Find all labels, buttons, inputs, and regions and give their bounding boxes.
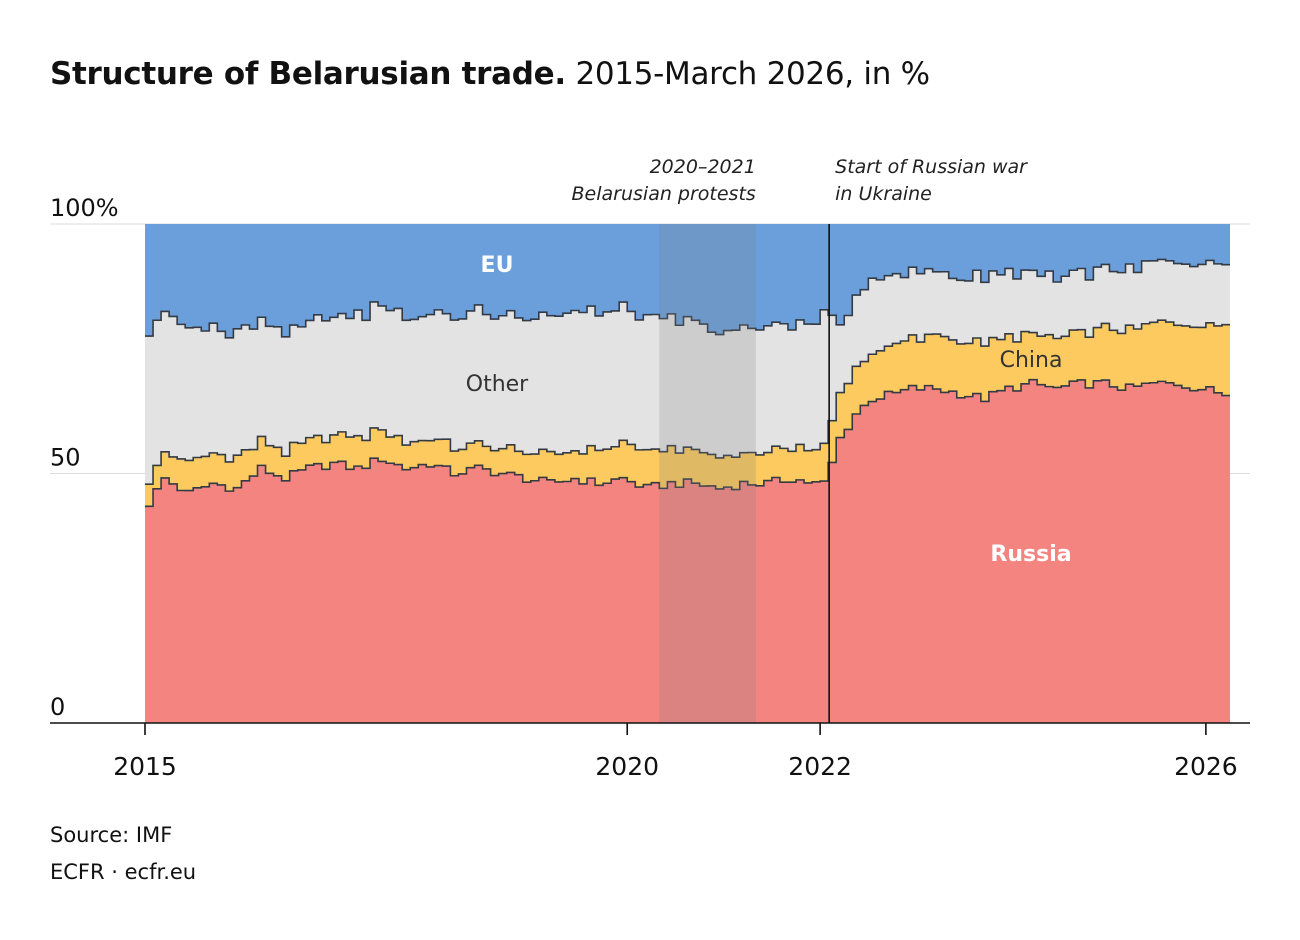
series-label-china: China [1000, 348, 1063, 373]
protest-shade [659, 224, 756, 723]
series-line-other [145, 258, 1230, 339]
x-tick-label-2020: 2020 [595, 752, 659, 781]
x-tick-label-2022: 2022 [788, 752, 852, 781]
y-tick-label-50: 50 [50, 444, 81, 472]
series-labels: EU Other China Russia [466, 253, 1072, 567]
axes [50, 722, 1250, 735]
y-tick-label-100: 100% [50, 194, 119, 222]
title-subtitle: 2015-March 2026, in % [575, 56, 930, 92]
protest-period-shade [659, 224, 756, 723]
annotations: 2020–2021 Belarusian protests Start of Rus… [572, 156, 1028, 723]
series-label-other: Other [466, 372, 529, 397]
annotation-protests-line-2: Belarusian protests [572, 183, 756, 205]
chart-title: Structure of Belarusian trade. 2015-Marc… [50, 56, 930, 92]
series-label-eu: EU [481, 253, 514, 278]
publisher-credit: ECFR · ecfr.eu [50, 860, 197, 884]
annotation-war-line-2: in Ukraine [835, 183, 932, 205]
boundary-lines [145, 258, 1230, 508]
area-other [145, 259, 1230, 485]
area-eu [145, 224, 1230, 338]
area-china [145, 320, 1230, 507]
title-main: Structure of Belarusian trade. [50, 56, 566, 92]
source-note: Source: IMF [50, 823, 173, 847]
series-line-russia [145, 378, 1230, 508]
tick-labels: 2015 2020 2022 2026 0 50 100% [50, 194, 1238, 781]
x-tick-label-2015: 2015 [113, 752, 177, 781]
annotation-war-line-1: Start of Russian war [835, 156, 1028, 178]
stacked-area-chart: 2015 2020 2022 2026 0 50 100% EU Other China Russ… [50, 156, 1250, 781]
area-russia [145, 379, 1230, 723]
y-tick-label-0: 0 [50, 693, 65, 721]
series-line-china [145, 319, 1230, 485]
area-layers [145, 224, 1230, 723]
series-label-russia: Russia [990, 542, 1071, 567]
annotation-protests-line-1: 2020–2021 [650, 156, 756, 178]
x-tick-label-2026: 2026 [1174, 752, 1238, 781]
